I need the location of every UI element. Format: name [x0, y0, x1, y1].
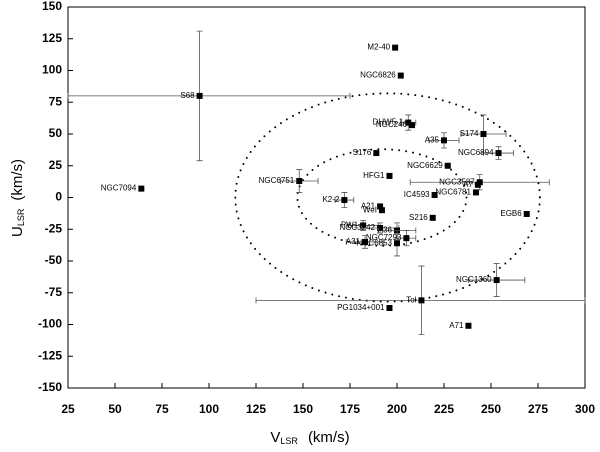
y-tick-label: -125 [38, 348, 62, 362]
point-label: S216 [409, 213, 428, 222]
y-tick-label: -100 [38, 317, 62, 331]
point-label: A31 [346, 237, 361, 246]
point-label: WeI [363, 205, 377, 214]
point-label: NGC6826 [360, 71, 396, 80]
point-label: M2-40 [367, 43, 390, 52]
point [377, 224, 384, 231]
x-error-bar [67, 92, 351, 99]
x-tick-label: 125 [246, 402, 266, 416]
point-label: HFG1 [363, 171, 385, 180]
y-tick-label: 0 [55, 190, 62, 204]
point-label: NGC6894 [458, 148, 494, 157]
point [360, 222, 367, 229]
point [493, 277, 500, 284]
x-tick-label: 175 [340, 402, 360, 416]
x-tick-label: 75 [155, 402, 169, 416]
point [397, 72, 404, 79]
x-tick-label: 275 [528, 402, 548, 416]
y-tick-label: 75 [49, 94, 63, 108]
point [392, 44, 399, 51]
point-label: PW1 [341, 221, 359, 230]
point [441, 137, 447, 144]
point [138, 185, 145, 192]
point [472, 189, 479, 196]
point [480, 131, 487, 137]
y-axis-label: ULSR(km/s) [9, 159, 26, 237]
point [196, 92, 203, 99]
y-tick-label: -75 [45, 285, 63, 299]
point [409, 122, 416, 129]
point [386, 172, 393, 179]
point [296, 177, 303, 184]
point [523, 211, 530, 218]
point-label: A35 [425, 135, 440, 144]
point [378, 207, 385, 214]
y-tick-label: 150 [42, 0, 62, 13]
x-tick-label: 300 [575, 402, 595, 416]
point-label: S176 [353, 148, 372, 157]
point [418, 297, 425, 304]
model-orbit [296, 148, 468, 247]
point [341, 197, 348, 204]
y-tick-label: 100 [42, 63, 62, 77]
point-label: NGC6629 [407, 161, 443, 170]
point-label: NGC6751 [259, 176, 295, 185]
point-label: NGC6853 [356, 238, 392, 247]
point [444, 162, 451, 169]
y-tick-label: -25 [45, 221, 63, 235]
point [394, 240, 400, 247]
point [429, 214, 436, 221]
y-tick-label: 125 [42, 31, 62, 45]
point-label: IC4593 [404, 190, 430, 199]
point [474, 181, 481, 188]
point [405, 119, 412, 126]
x-tick-label: 50 [108, 402, 122, 416]
point-label: Tol [406, 295, 416, 304]
point-label: NGC7293 [366, 233, 402, 242]
y-tick-label: -50 [45, 253, 63, 267]
point-label: A7 [463, 180, 473, 189]
point-label: A36 [378, 226, 393, 235]
y-tick-label: -150 [38, 380, 62, 394]
point-label: NGC3242 [340, 223, 376, 232]
x-tick-label: 25 [61, 402, 75, 416]
point-label: NGC7094 [101, 184, 137, 193]
x-tick-label: 250 [481, 402, 501, 416]
point-label: EGB6 [500, 209, 522, 218]
model-orbit [234, 92, 541, 303]
point-label: NGC246 [376, 120, 408, 129]
point [495, 150, 502, 157]
x-tick-label: 225 [434, 402, 454, 416]
x-tick-label: 200 [387, 402, 407, 416]
point-label: DHW5-1 [373, 118, 404, 127]
y-tick-label: 50 [49, 126, 63, 140]
point-label: NGC6781 [435, 188, 471, 197]
point-label: PG1034+001 [337, 303, 385, 312]
point [465, 322, 472, 329]
point [377, 203, 384, 210]
x-tick-label: 150 [293, 402, 313, 416]
point-label: NGC3587 [439, 177, 475, 186]
point-label: A71 [449, 321, 464, 330]
point-label: A21 [361, 201, 376, 210]
point-label: S68 [180, 91, 195, 100]
x-axis-label: VLSR (km/s) [270, 429, 349, 446]
point-label: S174 [460, 129, 479, 138]
point-label: K2-2 [322, 195, 339, 204]
point [386, 304, 393, 311]
point [431, 191, 438, 198]
y-tick-label: 25 [49, 158, 63, 172]
point-label: NGC1360 [456, 275, 492, 284]
x-tick-label: 100 [199, 402, 219, 416]
point [373, 150, 380, 157]
point [362, 238, 369, 245]
point [403, 235, 410, 242]
